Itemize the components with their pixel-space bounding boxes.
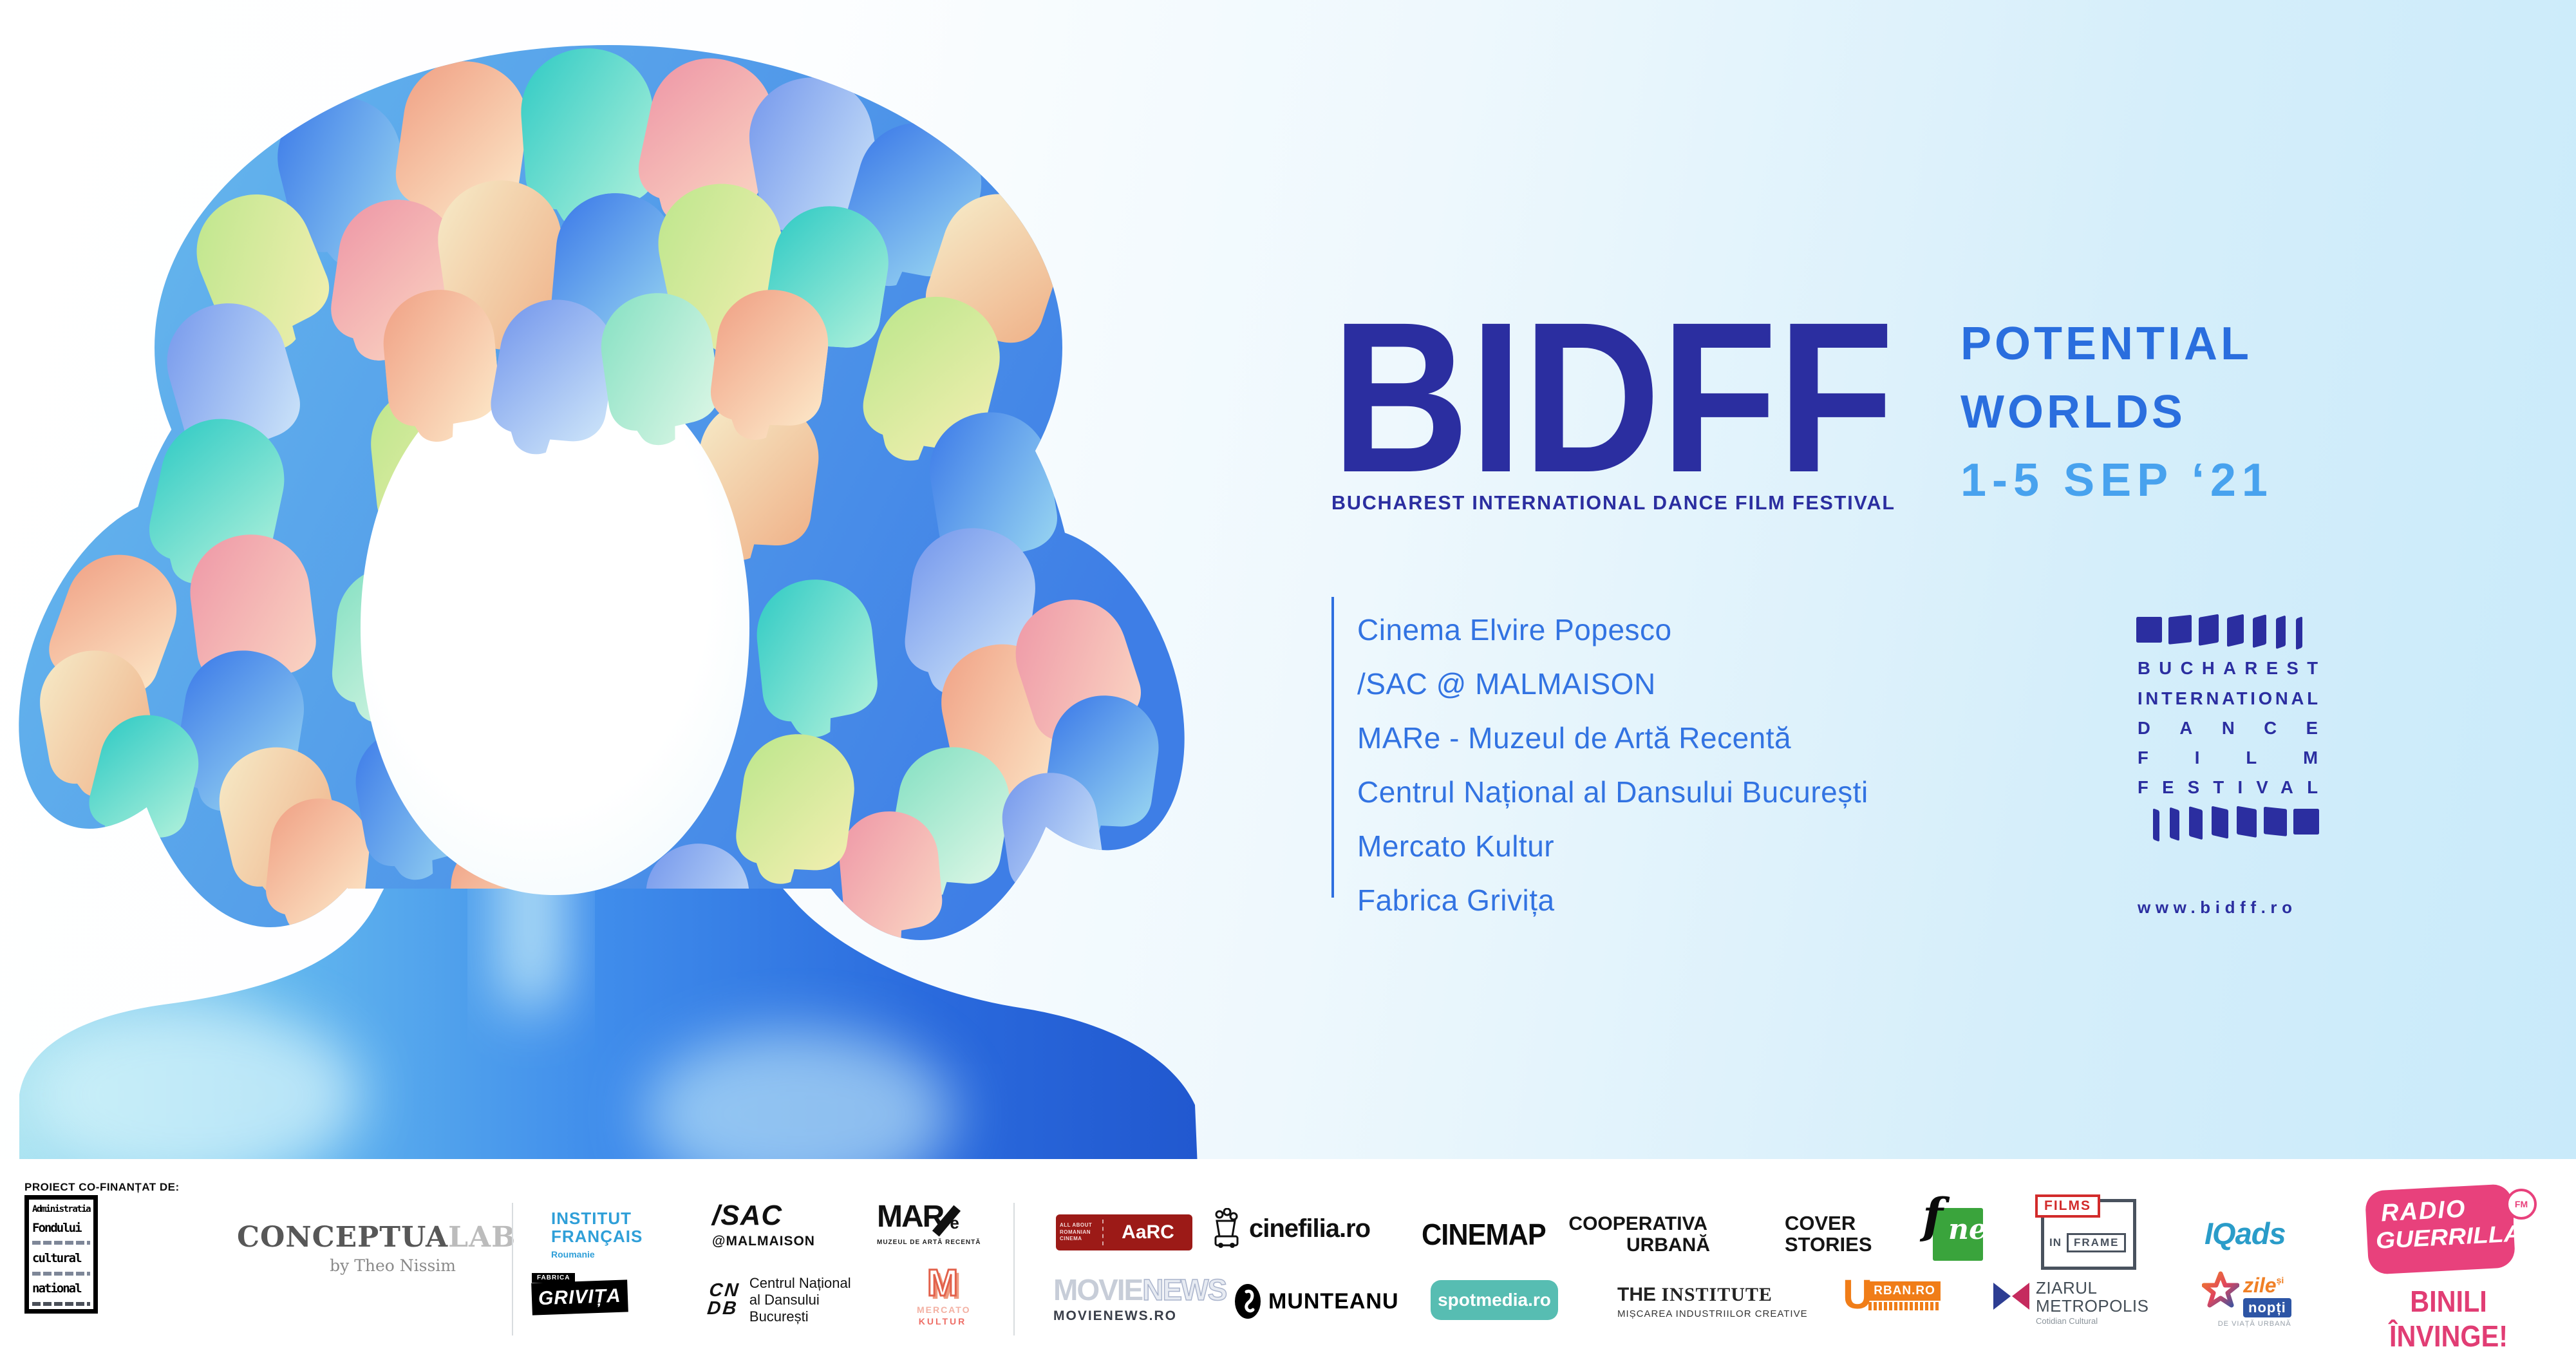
radio-guerrilla-logo: RADIO GUERRILLA FM <box>2364 1184 2537 1275</box>
films-in-frame-logo: FILMS IN FRAME <box>2035 1194 2136 1270</box>
film-frames-top-icon <box>2136 614 2302 650</box>
institut-francais-logo: INSTITUT FRANÇAIS Roumanie <box>551 1209 643 1260</box>
edition-title-line2: WORLDS <box>1960 386 2186 438</box>
mare-logo: MAR e MUZEUL DE ARTĂ RECENTĂ <box>877 1200 981 1247</box>
cinemap-logo: CINEMAP <box>1422 1218 1547 1251</box>
afcn-bar <box>32 1301 90 1306</box>
the-institute-logo: THE INSTITUTE MIȘCAREA INDUSTRIILOR CREA… <box>1617 1284 1808 1319</box>
urban-ro-logo: U RBAN.RO <box>1843 1274 1941 1315</box>
cinefilia-logo: cinefilia.ro <box>1208 1208 1371 1249</box>
munteanu-logo: MUNTEANU <box>1234 1283 1399 1320</box>
strip-divider <box>1013 1203 1015 1335</box>
spotmedia-logo: spotmedia.ro <box>1431 1280 1558 1320</box>
guerrilla-tagline: BINILI ÎNVINGE! <box>2389 1285 2508 1349</box>
logo-line-film: FILM <box>2138 748 2318 768</box>
zile-si-nopti-logo: zileși nopți DE VIAȚĂ URBANĂ <box>2202 1271 2291 1328</box>
woman-bust-illustration <box>0 45 1223 1167</box>
afcn-logo: Administratia Fondului cultural national <box>24 1195 98 1314</box>
ziarul-metropolis-logo: ZIARUL METROPOLIS Cotidian Cultural <box>1993 1279 2148 1326</box>
fm-badge: FM <box>2506 1189 2537 1220</box>
title-block: BIDFF BUCHAREST INTERNATIONAL DANCE FILM… <box>1331 278 1894 517</box>
iqads-logo: IQads <box>2205 1216 2286 1250</box>
edition-dates: 1-5 SEP ‘21 <box>1960 455 2273 506</box>
movienews-logo: MOVIENEWS MOVIENEWS.RO <box>1053 1273 1228 1323</box>
face <box>361 361 749 895</box>
afcn-bar <box>32 1271 90 1276</box>
isac-malmaison-logo: /SAC @MALMAISON <box>712 1200 815 1249</box>
partner-strip <box>0 1159 2576 1349</box>
fabrica-grivita-logo: FABRICA GRIVIȚA <box>531 1273 641 1316</box>
page-subtitle: BUCHAREST INTERNATIONAL DANCE FILM FESTI… <box>1331 492 1894 514</box>
urban-pixel-pattern <box>1868 1302 1941 1310</box>
logo-line-bucharest: BUCHAREST <box>2138 658 2318 678</box>
cooperativa-urbana-logo: COOPERATIVA URBANĂ <box>1568 1213 1710 1256</box>
cndb-monogram: CN DB <box>706 1280 742 1319</box>
edition-title-line1: POTENTIAL <box>1960 318 2252 370</box>
film-frames-bottom-icon <box>2153 806 2319 842</box>
logo-line-festival: FESTIVAL <box>2138 777 2318 797</box>
star-icon <box>2202 1271 2239 1308</box>
venue-accent-line <box>1331 597 1334 898</box>
website-url: www.bidff.ro <box>2137 898 2292 917</box>
conceptualab-logo: CONCEPTUALAB by Theo Nissim <box>237 1221 516 1275</box>
venue-item: Fabrica Grivița <box>1357 883 1555 917</box>
cndb-logo: CN DB Centrul Național al Dansului Bucur… <box>706 1275 851 1325</box>
page-title: BIDFF <box>1331 278 1894 517</box>
festival-logo-block: BUCHAREST INTERNATIONAL DANCE FILM FESTI… <box>2136 614 2319 917</box>
munteanu-icon <box>1235 1284 1261 1319</box>
metropolis-icon <box>1993 1283 2029 1310</box>
cofinance-label: PROIECT CO-FINANȚAT DE: <box>24 1181 180 1193</box>
strip-divider <box>512 1203 513 1335</box>
venue-item: Cinema Elvire Popesco <box>1357 613 1672 646</box>
mercato-kultur-logo: M MERCATO KULTUR <box>917 1262 971 1326</box>
logo-line-dance: DANCE <box>2138 718 2318 738</box>
afcn-bar <box>32 1241 90 1245</box>
popcorn-icon <box>1214 1208 1239 1248</box>
cover-stories-logo: COVER STORIES <box>1785 1212 1872 1256</box>
film-new-europe-logo: f ne FILMNEWEUROPE.COM <box>1923 1193 1987 1261</box>
venue-item: /SAC @ MALMAISON <box>1357 667 1656 701</box>
aarc-logo: ALL ABOUT ROMANIAN CINEMA AaRC <box>1056 1214 1192 1250</box>
venue-item: Centrul Național al Dansului București <box>1357 775 1868 809</box>
venue-item: Mercato Kultur <box>1357 829 1555 863</box>
venue-list: Cinema Elvire Popesco/SAC @ MALMAISON MAR… <box>1357 603 1868 927</box>
logo-line-international: INTERNATIONAL <box>2138 688 2318 708</box>
venue-item: MARe - Muzeul de Artă Recentă <box>1357 721 1792 755</box>
